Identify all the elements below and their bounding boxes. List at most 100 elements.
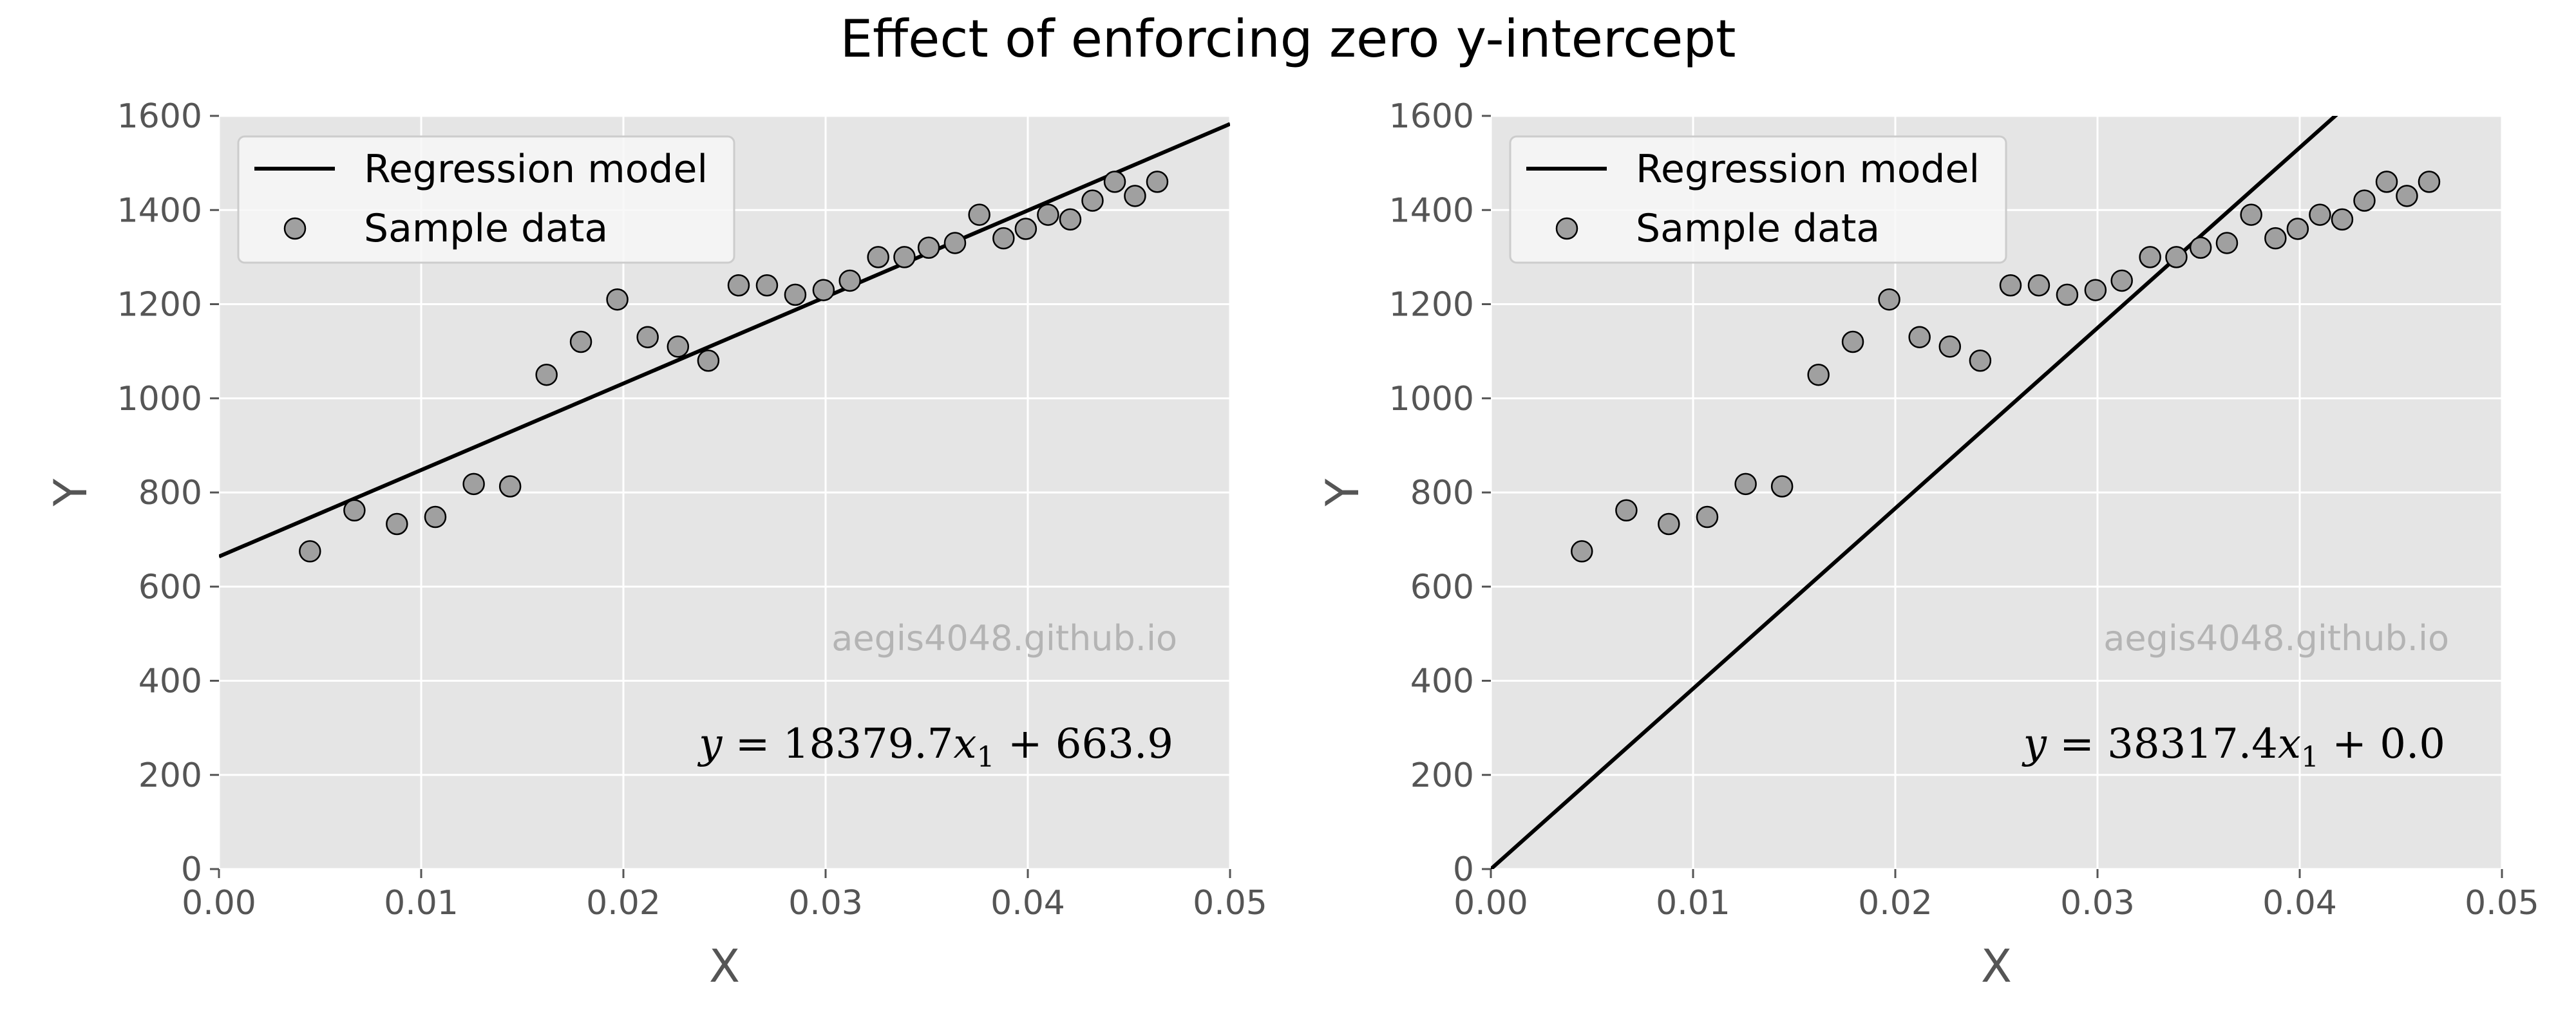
- data-point: [1938, 335, 1962, 358]
- y-tick-label: 800: [1410, 474, 1474, 512]
- data-point: [2240, 203, 2262, 226]
- data-point: [2286, 218, 2309, 240]
- data-point: [867, 246, 889, 268]
- data-point: [2375, 171, 2398, 193]
- figure-title: Effect of enforcing zero y-intercept: [840, 9, 1736, 69]
- x-tick-label: 0.04: [2262, 884, 2337, 922]
- data-point: [893, 246, 916, 268]
- watermark: aegis4048.github.io: [2103, 618, 2449, 659]
- x-tick-label: 0.02: [586, 884, 661, 922]
- data-point: [1841, 330, 1864, 353]
- data-point: [1658, 512, 1680, 536]
- y-axis-label: Y: [44, 478, 97, 507]
- legend-entry-regression: Regression model: [364, 147, 708, 192]
- y-axis: 0 200 400 600 800 1000 1200 1400 1600: [1389, 97, 1491, 889]
- x-tick-label: 0.03: [788, 884, 863, 922]
- grid-lines: [1490, 115, 2503, 870]
- data-point: [636, 326, 659, 348]
- x-axis: 0.00 0.01 0.02 0.03 0.04 0.05: [182, 869, 1267, 922]
- data-point: [2331, 208, 2354, 231]
- equation-var: x: [2278, 720, 2301, 768]
- data-point: [1037, 203, 1059, 226]
- data-point: [2418, 171, 2441, 193]
- data-point: [1014, 218, 1037, 240]
- y-tick-label: 1000: [1389, 380, 1474, 418]
- data-point: [1734, 473, 1757, 496]
- legend-frame: [1509, 135, 2007, 264]
- data-point: [1103, 171, 1126, 193]
- x-axis-label: X: [709, 940, 740, 993]
- data-point: [1615, 499, 1638, 522]
- y-tick-label: 0: [1453, 850, 1474, 889]
- y-tick-label: 1000: [117, 380, 202, 418]
- equation-sub: 1: [976, 741, 994, 774]
- data-point: [606, 288, 629, 311]
- data-point: [2264, 227, 2287, 250]
- regression-line: [1491, 116, 2338, 869]
- data-point: [1059, 208, 1082, 231]
- legend-frame: [237, 135, 735, 264]
- data-point: [812, 279, 835, 301]
- x-tick-label: 0.03: [2060, 884, 2135, 922]
- regression-line: [219, 122, 1230, 559]
- x-tick-label: 0.02: [1858, 884, 1933, 922]
- equation-lhs: y: [2022, 720, 2047, 768]
- data-point: [1696, 505, 1719, 529]
- data-point: [917, 236, 940, 259]
- y-tick-label: 1200: [1389, 286, 1474, 324]
- data-point: [1571, 540, 1593, 563]
- data-point: [343, 499, 366, 522]
- data-point: [1146, 171, 1169, 193]
- data-point: [2110, 269, 2133, 292]
- left-subplot: 0.00 0.01 0.02 0.03 0.04 0.05 0 200 400 600 800 100…: [44, 97, 1267, 993]
- legend-entry-regression: Regression model: [1636, 147, 1980, 192]
- data-point: [1969, 350, 1992, 372]
- plot-content: [219, 122, 1230, 563]
- y-tick-label: 0: [181, 850, 202, 889]
- legend-entry-sample: Sample data: [1636, 206, 1880, 251]
- legend: Regression model Sample data: [1509, 135, 2007, 264]
- right-subplot: 0.00 0.01 0.02 0.03 0.04 0.05 0 200 400 600 800 100…: [1316, 97, 2539, 993]
- data-point: [2215, 232, 2239, 254]
- data-point: [1081, 189, 1104, 212]
- equation-sub: 1: [2301, 741, 2319, 774]
- y-tick-label: 800: [138, 474, 202, 512]
- equation-var: x: [953, 720, 976, 768]
- x-tick-label: 0.04: [990, 884, 1065, 922]
- grid-lines: [218, 115, 1231, 870]
- data-point: [299, 540, 321, 563]
- data-point: [1999, 274, 2022, 297]
- plot-content: [1491, 116, 2441, 869]
- equation-rest: + 0.0: [2319, 720, 2445, 768]
- legend-marker-swatch: [1555, 217, 1578, 240]
- data-point: [727, 274, 750, 297]
- data-point: [2165, 246, 2188, 268]
- equation-lhs: y: [697, 720, 723, 768]
- y-tick-label: 400: [138, 662, 202, 701]
- data-point: [1807, 363, 1830, 386]
- data-point: [992, 227, 1015, 250]
- data-point: [386, 512, 408, 536]
- data-point: [2056, 283, 2079, 306]
- x-tick-label: 0.05: [1193, 884, 1267, 922]
- legend-marker-swatch: [283, 217, 307, 240]
- x-tick-label: 0.05: [2465, 884, 2539, 922]
- legend-entry-sample: Sample data: [364, 206, 608, 251]
- data-point: [1124, 185, 1146, 207]
- x-tick-label: 0.01: [1656, 884, 1730, 922]
- data-point: [2396, 185, 2418, 207]
- data-point: [838, 269, 861, 292]
- data-point: [1908, 326, 1931, 348]
- x-tick-label: 0.00: [1454, 884, 1528, 922]
- y-tick-label: 600: [138, 568, 202, 606]
- x-tick-label: 0.01: [384, 884, 459, 922]
- x-axis-label: X: [1981, 940, 2012, 993]
- data-point: [2084, 279, 2107, 301]
- regression-equation: y = 18379.7x1 + 663.9: [697, 720, 1173, 774]
- data-point: [462, 473, 485, 496]
- y-tick-label: 400: [1410, 662, 1474, 701]
- data-point: [424, 505, 447, 529]
- equation-eq: = 18379.7: [722, 720, 953, 768]
- data-point: [943, 232, 967, 254]
- data-point: [498, 475, 522, 498]
